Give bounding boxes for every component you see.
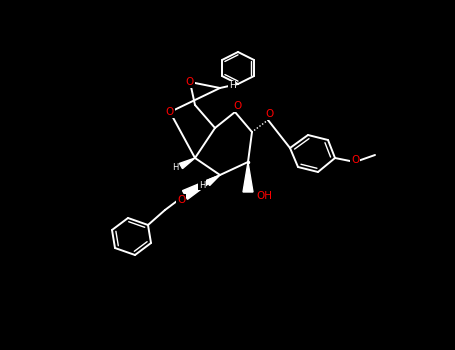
Text: H: H: [172, 163, 178, 173]
Polygon shape: [182, 175, 220, 199]
Text: O: O: [177, 195, 185, 205]
Text: O: O: [266, 109, 274, 119]
Text: H: H: [199, 181, 205, 189]
Text: OH: OH: [256, 191, 272, 201]
Polygon shape: [180, 158, 195, 169]
Text: H: H: [228, 82, 235, 91]
Text: O: O: [166, 107, 174, 117]
Polygon shape: [206, 175, 220, 186]
Text: O: O: [233, 101, 241, 111]
Polygon shape: [243, 162, 253, 192]
Text: O: O: [351, 155, 359, 165]
Text: O: O: [186, 77, 194, 87]
